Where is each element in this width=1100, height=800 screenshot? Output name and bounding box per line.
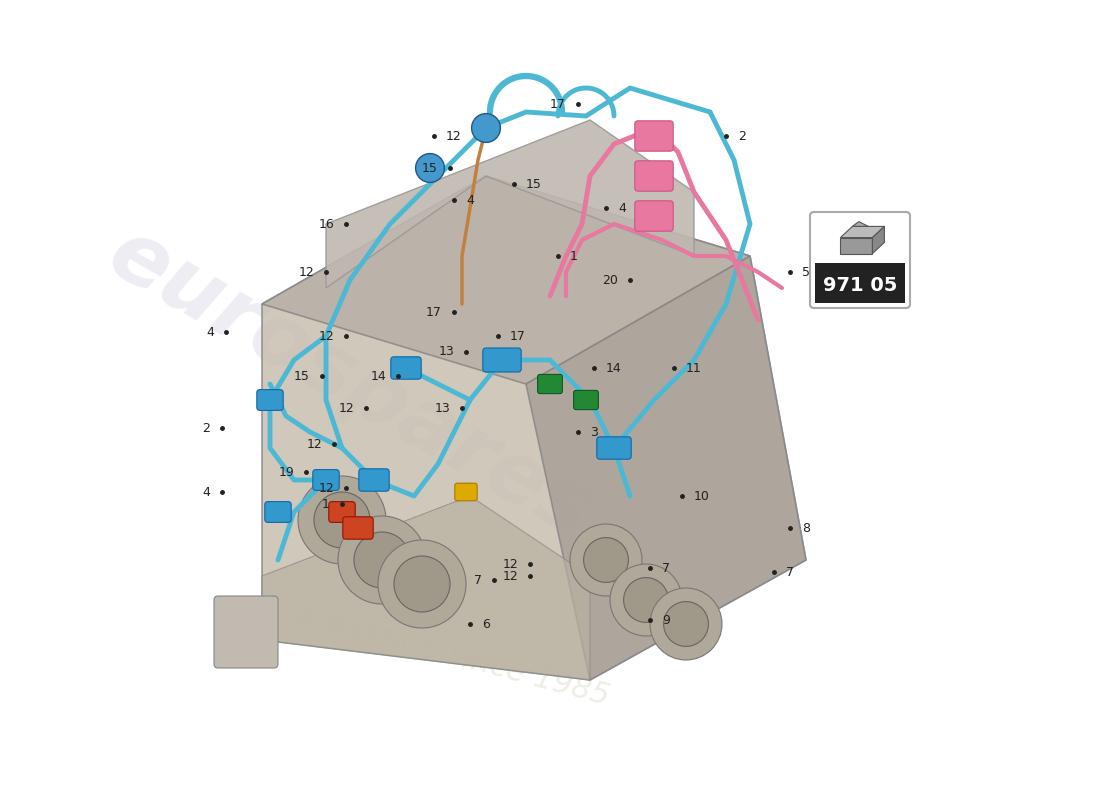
Text: 5: 5 [802, 266, 810, 278]
Text: 11: 11 [686, 362, 702, 374]
Text: 19: 19 [278, 466, 294, 478]
Circle shape [610, 564, 682, 636]
Polygon shape [840, 226, 884, 238]
Text: 14: 14 [371, 370, 386, 382]
Text: 13: 13 [434, 402, 450, 414]
FancyBboxPatch shape [329, 502, 355, 522]
Circle shape [378, 540, 466, 628]
Text: 12: 12 [503, 570, 518, 582]
Text: 17: 17 [510, 330, 526, 342]
Polygon shape [840, 238, 872, 254]
Polygon shape [326, 120, 694, 288]
Circle shape [416, 154, 444, 182]
FancyBboxPatch shape [635, 161, 673, 191]
Text: 4: 4 [206, 326, 214, 338]
FancyBboxPatch shape [312, 470, 339, 490]
FancyBboxPatch shape [635, 201, 673, 231]
FancyBboxPatch shape [343, 517, 373, 539]
FancyBboxPatch shape [635, 121, 673, 151]
FancyBboxPatch shape [454, 483, 477, 501]
Text: 1: 1 [322, 498, 330, 510]
Circle shape [354, 532, 410, 588]
Text: 12: 12 [503, 558, 518, 570]
Text: 16: 16 [318, 218, 334, 230]
Text: 4: 4 [618, 202, 626, 214]
Text: 3: 3 [590, 426, 598, 438]
Text: 7: 7 [786, 566, 794, 578]
Circle shape [338, 516, 426, 604]
FancyBboxPatch shape [483, 348, 521, 372]
Text: 7: 7 [474, 574, 482, 586]
Circle shape [314, 492, 370, 548]
Polygon shape [526, 256, 806, 680]
Text: 20: 20 [602, 274, 618, 286]
Circle shape [472, 114, 500, 142]
FancyBboxPatch shape [256, 390, 283, 410]
Text: 7: 7 [662, 562, 670, 574]
Text: 15: 15 [422, 162, 438, 174]
Circle shape [624, 578, 669, 622]
FancyBboxPatch shape [538, 374, 562, 394]
Circle shape [394, 556, 450, 612]
Text: 12: 12 [339, 402, 354, 414]
Circle shape [650, 588, 722, 660]
Text: 6: 6 [482, 618, 490, 630]
Circle shape [570, 524, 642, 596]
Text: 8: 8 [802, 522, 810, 534]
Text: 14: 14 [606, 362, 621, 374]
FancyBboxPatch shape [810, 212, 910, 308]
Circle shape [584, 538, 628, 582]
Text: 12: 12 [306, 438, 322, 450]
Text: 9: 9 [662, 614, 670, 626]
FancyBboxPatch shape [359, 469, 389, 491]
Text: 12: 12 [318, 482, 334, 494]
Polygon shape [262, 176, 806, 680]
Text: 1: 1 [570, 250, 578, 262]
FancyBboxPatch shape [597, 437, 631, 459]
Polygon shape [852, 222, 868, 226]
Text: 15: 15 [294, 370, 310, 382]
FancyBboxPatch shape [814, 222, 906, 266]
Text: 971 05: 971 05 [823, 276, 898, 295]
Polygon shape [872, 226, 884, 254]
FancyBboxPatch shape [390, 357, 421, 379]
Text: a passion since 1985: a passion since 1985 [295, 601, 613, 711]
Circle shape [298, 476, 386, 564]
Polygon shape [262, 176, 750, 384]
Text: 17: 17 [426, 306, 442, 318]
Text: 2: 2 [738, 130, 746, 142]
Text: 15: 15 [526, 178, 542, 190]
Text: 4: 4 [466, 194, 474, 206]
Text: 2: 2 [202, 422, 210, 434]
Text: 4: 4 [202, 486, 210, 498]
Text: 12: 12 [318, 330, 334, 342]
Text: 12: 12 [446, 130, 462, 142]
FancyBboxPatch shape [265, 502, 292, 522]
FancyBboxPatch shape [815, 263, 905, 303]
Text: 13: 13 [438, 346, 454, 358]
Text: 12: 12 [298, 266, 314, 278]
Polygon shape [262, 496, 590, 680]
Text: eurospares: eurospares [94, 212, 606, 556]
Text: 17: 17 [550, 98, 566, 110]
Text: 10: 10 [694, 490, 710, 502]
FancyBboxPatch shape [573, 390, 598, 410]
FancyBboxPatch shape [214, 596, 278, 668]
Circle shape [663, 602, 708, 646]
